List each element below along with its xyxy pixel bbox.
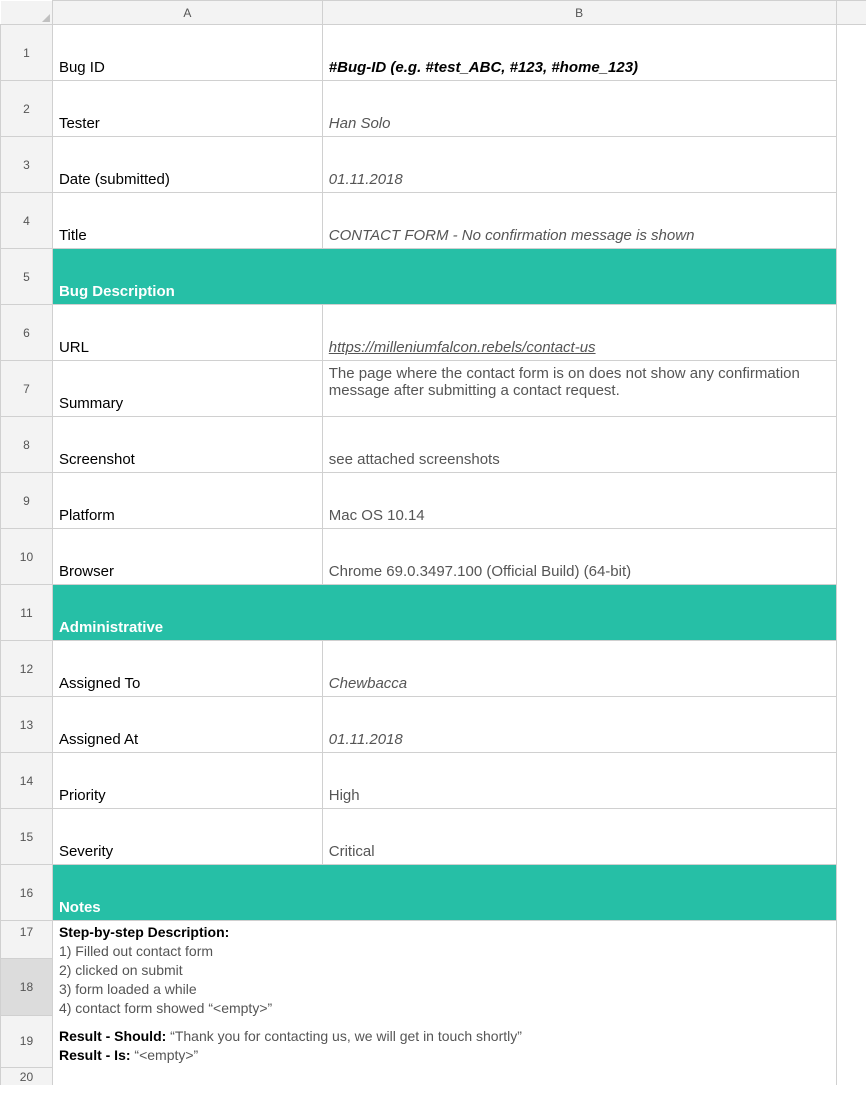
cell-b8-screenshot-value[interactable]: see attached screenshots (322, 417, 836, 473)
cell-a9-platform-label[interactable]: Platform (52, 473, 322, 529)
url-text: https://milleniumfalcon.rebels/contact-u… (329, 339, 596, 356)
cell-b6-url-value[interactable]: https://milleniumfalcon.rebels/contact-u… (322, 305, 836, 361)
row-7: 7 Summary The page where the contact for… (1, 361, 866, 417)
row-header-20[interactable]: 20 (1, 1067, 53, 1085)
select-all-corner[interactable] (1, 1, 53, 25)
row-2: 2 Tester Han Solo (1, 81, 866, 137)
row-header-5[interactable]: 5 (1, 249, 53, 305)
row-4: 4 Title CONTACT FORM - No confirmation m… (1, 193, 866, 249)
column-header-row: A B (1, 1, 866, 25)
notes-step2: 2) clicked on submit (59, 961, 830, 980)
col-header-a[interactable]: A (52, 1, 322, 25)
row-header-12[interactable]: 12 (1, 641, 53, 697)
cell-a12-assignedto-label[interactable]: Assigned To (52, 641, 322, 697)
row-5-section: 5 Bug Description (1, 249, 866, 305)
cell-a2-tester-label[interactable]: Tester (52, 81, 322, 137)
row-11-section: 11 Administrative (1, 585, 866, 641)
notes-should-label: Result - Should: (59, 1028, 170, 1044)
row-header-7[interactable]: 7 (1, 361, 53, 417)
cell-a15-severity-label[interactable]: Severity (52, 809, 322, 865)
notes-step1: 1) Filled out contact form (59, 942, 830, 961)
row-header-4[interactable]: 4 (1, 193, 53, 249)
cell-b7-summary-value[interactable]: The page where the contact form is on do… (322, 361, 836, 417)
cell-b4-title-value[interactable]: CONTACT FORM - No confirmation message i… (322, 193, 836, 249)
row-header-6[interactable]: 6 (1, 305, 53, 361)
row-10: 10 Browser Chrome 69.0.3497.100 (Officia… (1, 529, 866, 585)
row-6: 6 URL https://milleniumfalcon.rebels/con… (1, 305, 866, 361)
cell-a7-summary-label[interactable]: Summary (52, 361, 322, 417)
cell-notes-body[interactable]: Step-by-step Description: 1) Filled out … (52, 921, 836, 1068)
row-header-17[interactable]: 17 (1, 921, 53, 959)
cell-b9-platform-value[interactable]: Mac OS 10.14 (322, 473, 836, 529)
cell-b1-bugid-value[interactable]: #Bug-ID (e.g. #test_ABC, #123, #home_123… (322, 25, 836, 81)
cell-a10-browser-label[interactable]: Browser (52, 529, 322, 585)
row-header-1[interactable]: 1 (1, 25, 53, 81)
row-header-8[interactable]: 8 (1, 417, 53, 473)
cell-a20[interactable] (52, 1067, 836, 1085)
section-administrative[interactable]: Administrative (52, 585, 836, 641)
date-text: 01.11.2018 (329, 171, 403, 188)
row-header-16[interactable]: 16 (1, 865, 53, 921)
row-3: 3 Date (submitted) 01.11.2018 (1, 137, 866, 193)
section-bug-description[interactable]: Bug Description (52, 249, 836, 305)
row-17: 17 Step-by-step Description: 1) Filled o… (1, 921, 866, 959)
cell-a1-bugid-label[interactable]: Bug ID (52, 25, 322, 81)
cell-a3-date-label[interactable]: Date (submitted) (52, 137, 322, 193)
notes-is-label: Result - Is: (59, 1047, 134, 1063)
tester-text: Han Solo (329, 115, 391, 132)
cell-b13-assignedat-value[interactable]: 01.11.2018 (322, 697, 836, 753)
cell-a13-assignedat-label[interactable]: Assigned At (52, 697, 322, 753)
bugid-text: #Bug-ID (e.g. #test_ABC, #123, #home_123… (329, 59, 638, 76)
notes-should-value: “Thank you for contacting us, we will ge… (170, 1028, 522, 1044)
row-header-9[interactable]: 9 (1, 473, 53, 529)
row-header-14[interactable]: 14 (1, 753, 53, 809)
row-13: 13 Assigned At 01.11.2018 (1, 697, 866, 753)
row-12: 12 Assigned To Chewbacca (1, 641, 866, 697)
row-header-15[interactable]: 15 (1, 809, 53, 865)
cell-a4-title-label[interactable]: Title (52, 193, 322, 249)
row-header-18[interactable]: 18 (1, 958, 53, 1015)
cell-b10-browser-value[interactable]: Chrome 69.0.3497.100 (Official Build) (6… (322, 529, 836, 585)
row-20: 20 (1, 1067, 866, 1085)
row-1: 1 Bug ID #Bug-ID (e.g. #test_ABC, #123, … (1, 25, 866, 81)
row-15: 15 Severity Critical (1, 809, 866, 865)
row-header-19[interactable]: 19 (1, 1015, 53, 1067)
row-header-2[interactable]: 2 (1, 81, 53, 137)
row-16-section: 16 Notes (1, 865, 866, 921)
row-header-11[interactable]: 11 (1, 585, 53, 641)
spreadsheet: A B 1 Bug ID #Bug-ID (e.g. #test_ABC, #1… (0, 0, 866, 1085)
cell-b3-date-value[interactable]: 01.11.2018 (322, 137, 836, 193)
cell-b15-severity-value[interactable]: Critical (322, 809, 836, 865)
assignedto-text: Chewbacca (329, 675, 407, 692)
col-header-b[interactable]: B (322, 1, 836, 25)
row-9: 9 Platform Mac OS 10.14 (1, 473, 866, 529)
notes-step-title: Step-by-step Description: (59, 924, 229, 940)
cell-a14-priority-label[interactable]: Priority (52, 753, 322, 809)
row-header-3[interactable]: 3 (1, 137, 53, 193)
col-header-pad (836, 1, 866, 25)
cell-b14-priority-value[interactable]: High (322, 753, 836, 809)
row-header-10[interactable]: 10 (1, 529, 53, 585)
cell-b12-assignedto-value[interactable]: Chewbacca (322, 641, 836, 697)
assignedat-text: 01.11.2018 (329, 731, 403, 748)
title-text: CONTACT FORM - No confirmation message i… (329, 227, 695, 244)
notes-step4: 4) contact form showed “<empty>” (59, 999, 830, 1018)
section-notes[interactable]: Notes (52, 865, 836, 921)
cell-b2-tester-value[interactable]: Han Solo (322, 81, 836, 137)
cell-a6-url-label[interactable]: URL (52, 305, 322, 361)
row-header-13[interactable]: 13 (1, 697, 53, 753)
notes-step3: 3) form loaded a while (59, 980, 830, 999)
cell-a8-screenshot-label[interactable]: Screenshot (52, 417, 322, 473)
row-14: 14 Priority High (1, 753, 866, 809)
row-8: 8 Screenshot see attached screenshots (1, 417, 866, 473)
notes-is-value: “<empty>” (134, 1047, 198, 1063)
